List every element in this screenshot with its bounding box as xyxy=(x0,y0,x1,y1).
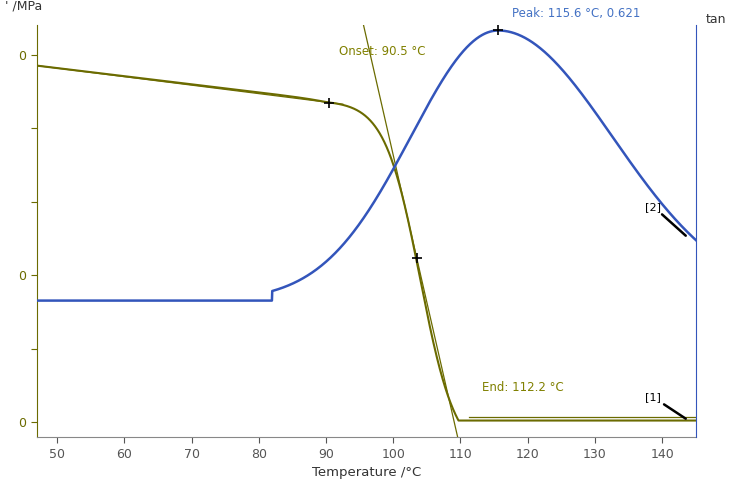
Text: [1]: [1] xyxy=(645,392,685,419)
Y-axis label: tan: tan xyxy=(705,13,726,26)
Text: Onset: 90.5 °C: Onset: 90.5 °C xyxy=(339,45,426,58)
Y-axis label: ' /MPa: ' /MPa xyxy=(5,0,42,13)
Text: Peak: 115.6 °C, 0.621: Peak: 115.6 °C, 0.621 xyxy=(512,7,640,20)
Text: [2]: [2] xyxy=(645,202,685,236)
X-axis label: Temperature /°C: Temperature /°C xyxy=(312,466,421,479)
Text: End: 112.2 °C: End: 112.2 °C xyxy=(482,381,564,394)
